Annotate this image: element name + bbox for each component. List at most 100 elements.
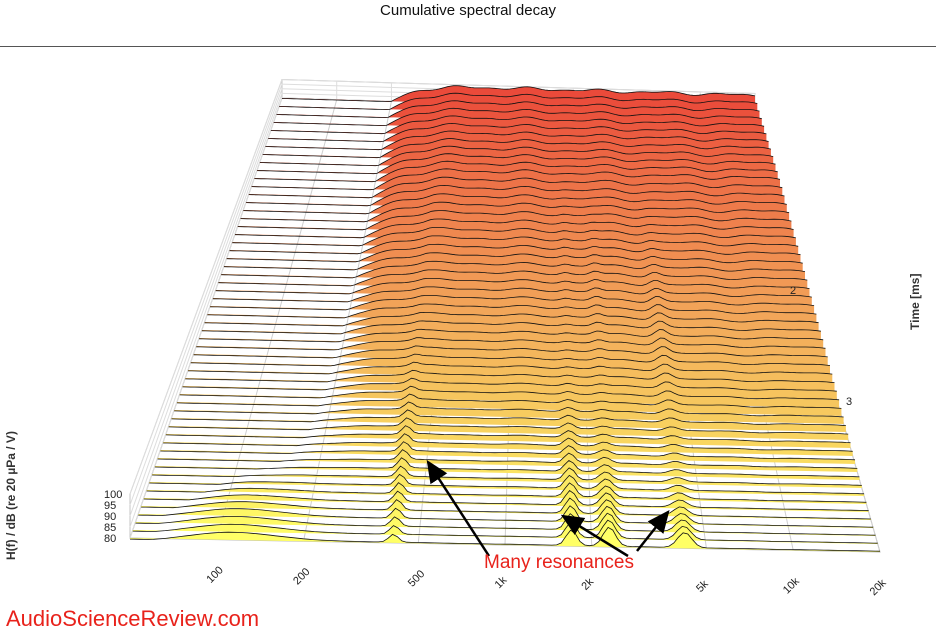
slice-fill-39 (174, 402, 844, 424)
y-axis-label: H(f) / dB (re 20 µPa / V) (4, 431, 18, 560)
x-tick-label-1k: 1k (493, 574, 510, 591)
time-tick-label-3: 3 (846, 396, 852, 408)
y-tick-label-80: 80 (104, 533, 116, 545)
slice-line-6 (265, 130, 769, 151)
brand-watermark: AudioScienceReview.com (6, 606, 260, 631)
slice-line-5 (268, 122, 767, 143)
slice-fill-41 (168, 417, 849, 440)
slice-line-26 (210, 295, 815, 311)
slice-fill-52 (138, 505, 874, 528)
slice-line-15 (240, 201, 790, 223)
slice-line-22 (221, 260, 806, 279)
slice-fill-40 (171, 409, 846, 432)
z-gridline-100 (129, 79, 283, 495)
x-tick-label-500: 500 (406, 568, 427, 589)
slice-line-52 (138, 505, 874, 528)
slice-line-33 (190, 353, 831, 367)
slice-line-8 (259, 145, 774, 167)
slice-fill-47 (152, 466, 862, 488)
slice-line-36 (182, 377, 837, 392)
slice-line-31 (196, 337, 826, 351)
slice-line-30 (199, 328, 824, 343)
slice-line-10 (254, 160, 778, 183)
slice-line-20 (226, 243, 801, 263)
annotation-arrow-1 (426, 459, 491, 557)
x-tick-label-20k: 20k (868, 577, 889, 598)
slice-line-17 (235, 218, 794, 239)
slice-line-41 (168, 417, 849, 435)
slice-fill-42 (165, 425, 851, 448)
slice-fill-53 (135, 513, 876, 536)
y-tick-label-100: 100 (104, 489, 122, 501)
slice-line-14 (243, 193, 787, 215)
slice-line-19 (229, 235, 799, 255)
slice-line-45 (157, 449, 858, 469)
slice-line-9 (257, 153, 776, 175)
backwall-gridline-100 (281, 79, 756, 95)
x-tick-label-200: 200 (291, 566, 312, 587)
slice-line-0 (282, 85, 756, 103)
slice-line-13 (246, 184, 785, 207)
time-axis-label: Time [ms] (908, 273, 922, 330)
slice-line-51 (141, 497, 871, 520)
slice-line-29 (201, 320, 821, 335)
x-gridline-100 (216, 99, 338, 540)
slice-line-39 (174, 401, 844, 418)
annotation-arrow-3 (636, 510, 670, 552)
z-gridline-90 (129, 88, 283, 517)
y-tick-label-85: 85 (104, 522, 116, 534)
slice-line-54 (132, 519, 878, 544)
slice-line-47 (152, 465, 862, 486)
slice-line-34 (188, 361, 833, 375)
slice-line-50 (143, 489, 869, 512)
y-tick-label-90: 90 (104, 511, 116, 523)
slice-line-40 (171, 409, 846, 426)
slice-line-1 (279, 92, 758, 111)
slice-line-43 (163, 433, 853, 452)
title-divider (0, 46, 936, 47)
slice-line-35 (185, 369, 835, 383)
slice-line-44 (160, 441, 856, 461)
x-tick-label-100: 100 (204, 564, 225, 585)
slice-line-7 (262, 138, 771, 159)
x-tick-label-5k: 5k (694, 578, 711, 595)
slice-line-27 (207, 303, 817, 319)
slice-line-25 (212, 286, 812, 303)
slice-line-53 (135, 512, 876, 536)
slice-fill-43 (163, 433, 853, 456)
slice-line-3 (273, 107, 762, 126)
x-tick-label-10k: 10k (781, 575, 802, 596)
y-tick-label-95: 95 (104, 500, 116, 512)
slice-fill-50 (143, 490, 869, 512)
slice-line-2 (276, 100, 760, 119)
slice-line-46 (154, 457, 860, 478)
slice-line-11 (251, 168, 781, 191)
slice-line-12 (248, 176, 783, 199)
annotation-arrow-2 (560, 514, 629, 558)
slice-fill-55 (130, 527, 880, 552)
slice-line-55 (129, 526, 881, 552)
slice-line-28 (204, 311, 819, 327)
slice-fill-48 (149, 474, 865, 496)
annotation-label: Many resonances (484, 552, 634, 573)
slice-line-42 (165, 425, 851, 444)
slice-line-49 (146, 482, 867, 503)
slice-line-16 (237, 210, 792, 231)
slice-line-21 (223, 252, 803, 271)
slice-line-38 (176, 393, 842, 409)
slice-line-37 (179, 385, 840, 401)
z-gridline-95 (129, 83, 283, 506)
x-tick-label-2k: 2k (579, 576, 596, 593)
slice-line-48 (149, 473, 865, 495)
chart-title: Cumulative spectral decay (380, 2, 556, 19)
z-gridline-85 (129, 93, 283, 528)
slice-line-23 (218, 269, 808, 287)
slice-line-4 (270, 115, 765, 135)
slice-line-32 (193, 345, 828, 359)
slice-fill-51 (141, 498, 871, 520)
slice-line-24 (215, 278, 810, 295)
slice-fill-45 (157, 449, 858, 472)
slice-fill-46 (154, 457, 860, 480)
time-tick-label-2: 2 (790, 285, 796, 297)
